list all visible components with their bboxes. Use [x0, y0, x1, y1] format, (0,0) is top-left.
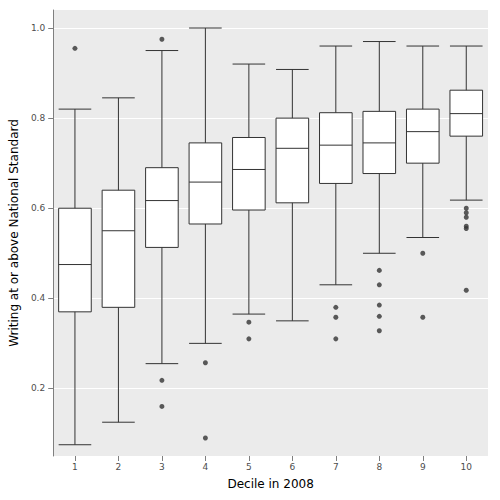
svg-text:Decile in 2008: Decile in 2008	[227, 477, 313, 491]
svg-text:5: 5	[246, 462, 252, 472]
svg-text:Writing at or above National S: Writing at or above National Standard	[7, 119, 21, 347]
svg-text:6: 6	[289, 462, 295, 472]
svg-text:4: 4	[203, 462, 209, 472]
svg-text:7: 7	[333, 462, 339, 472]
svg-text:1: 1	[72, 462, 78, 472]
svg-text:0.2: 0.2	[31, 383, 45, 393]
svg-text:0.6: 0.6	[31, 203, 46, 213]
svg-text:9: 9	[420, 462, 426, 472]
svg-text:1.0: 1.0	[31, 23, 46, 33]
svg-text:0.8: 0.8	[31, 113, 46, 123]
svg-text:2: 2	[116, 462, 122, 472]
svg-text:10: 10	[461, 462, 473, 472]
svg-text:8: 8	[376, 462, 382, 472]
svg-text:3: 3	[159, 462, 165, 472]
svg-text:0.4: 0.4	[31, 293, 46, 303]
